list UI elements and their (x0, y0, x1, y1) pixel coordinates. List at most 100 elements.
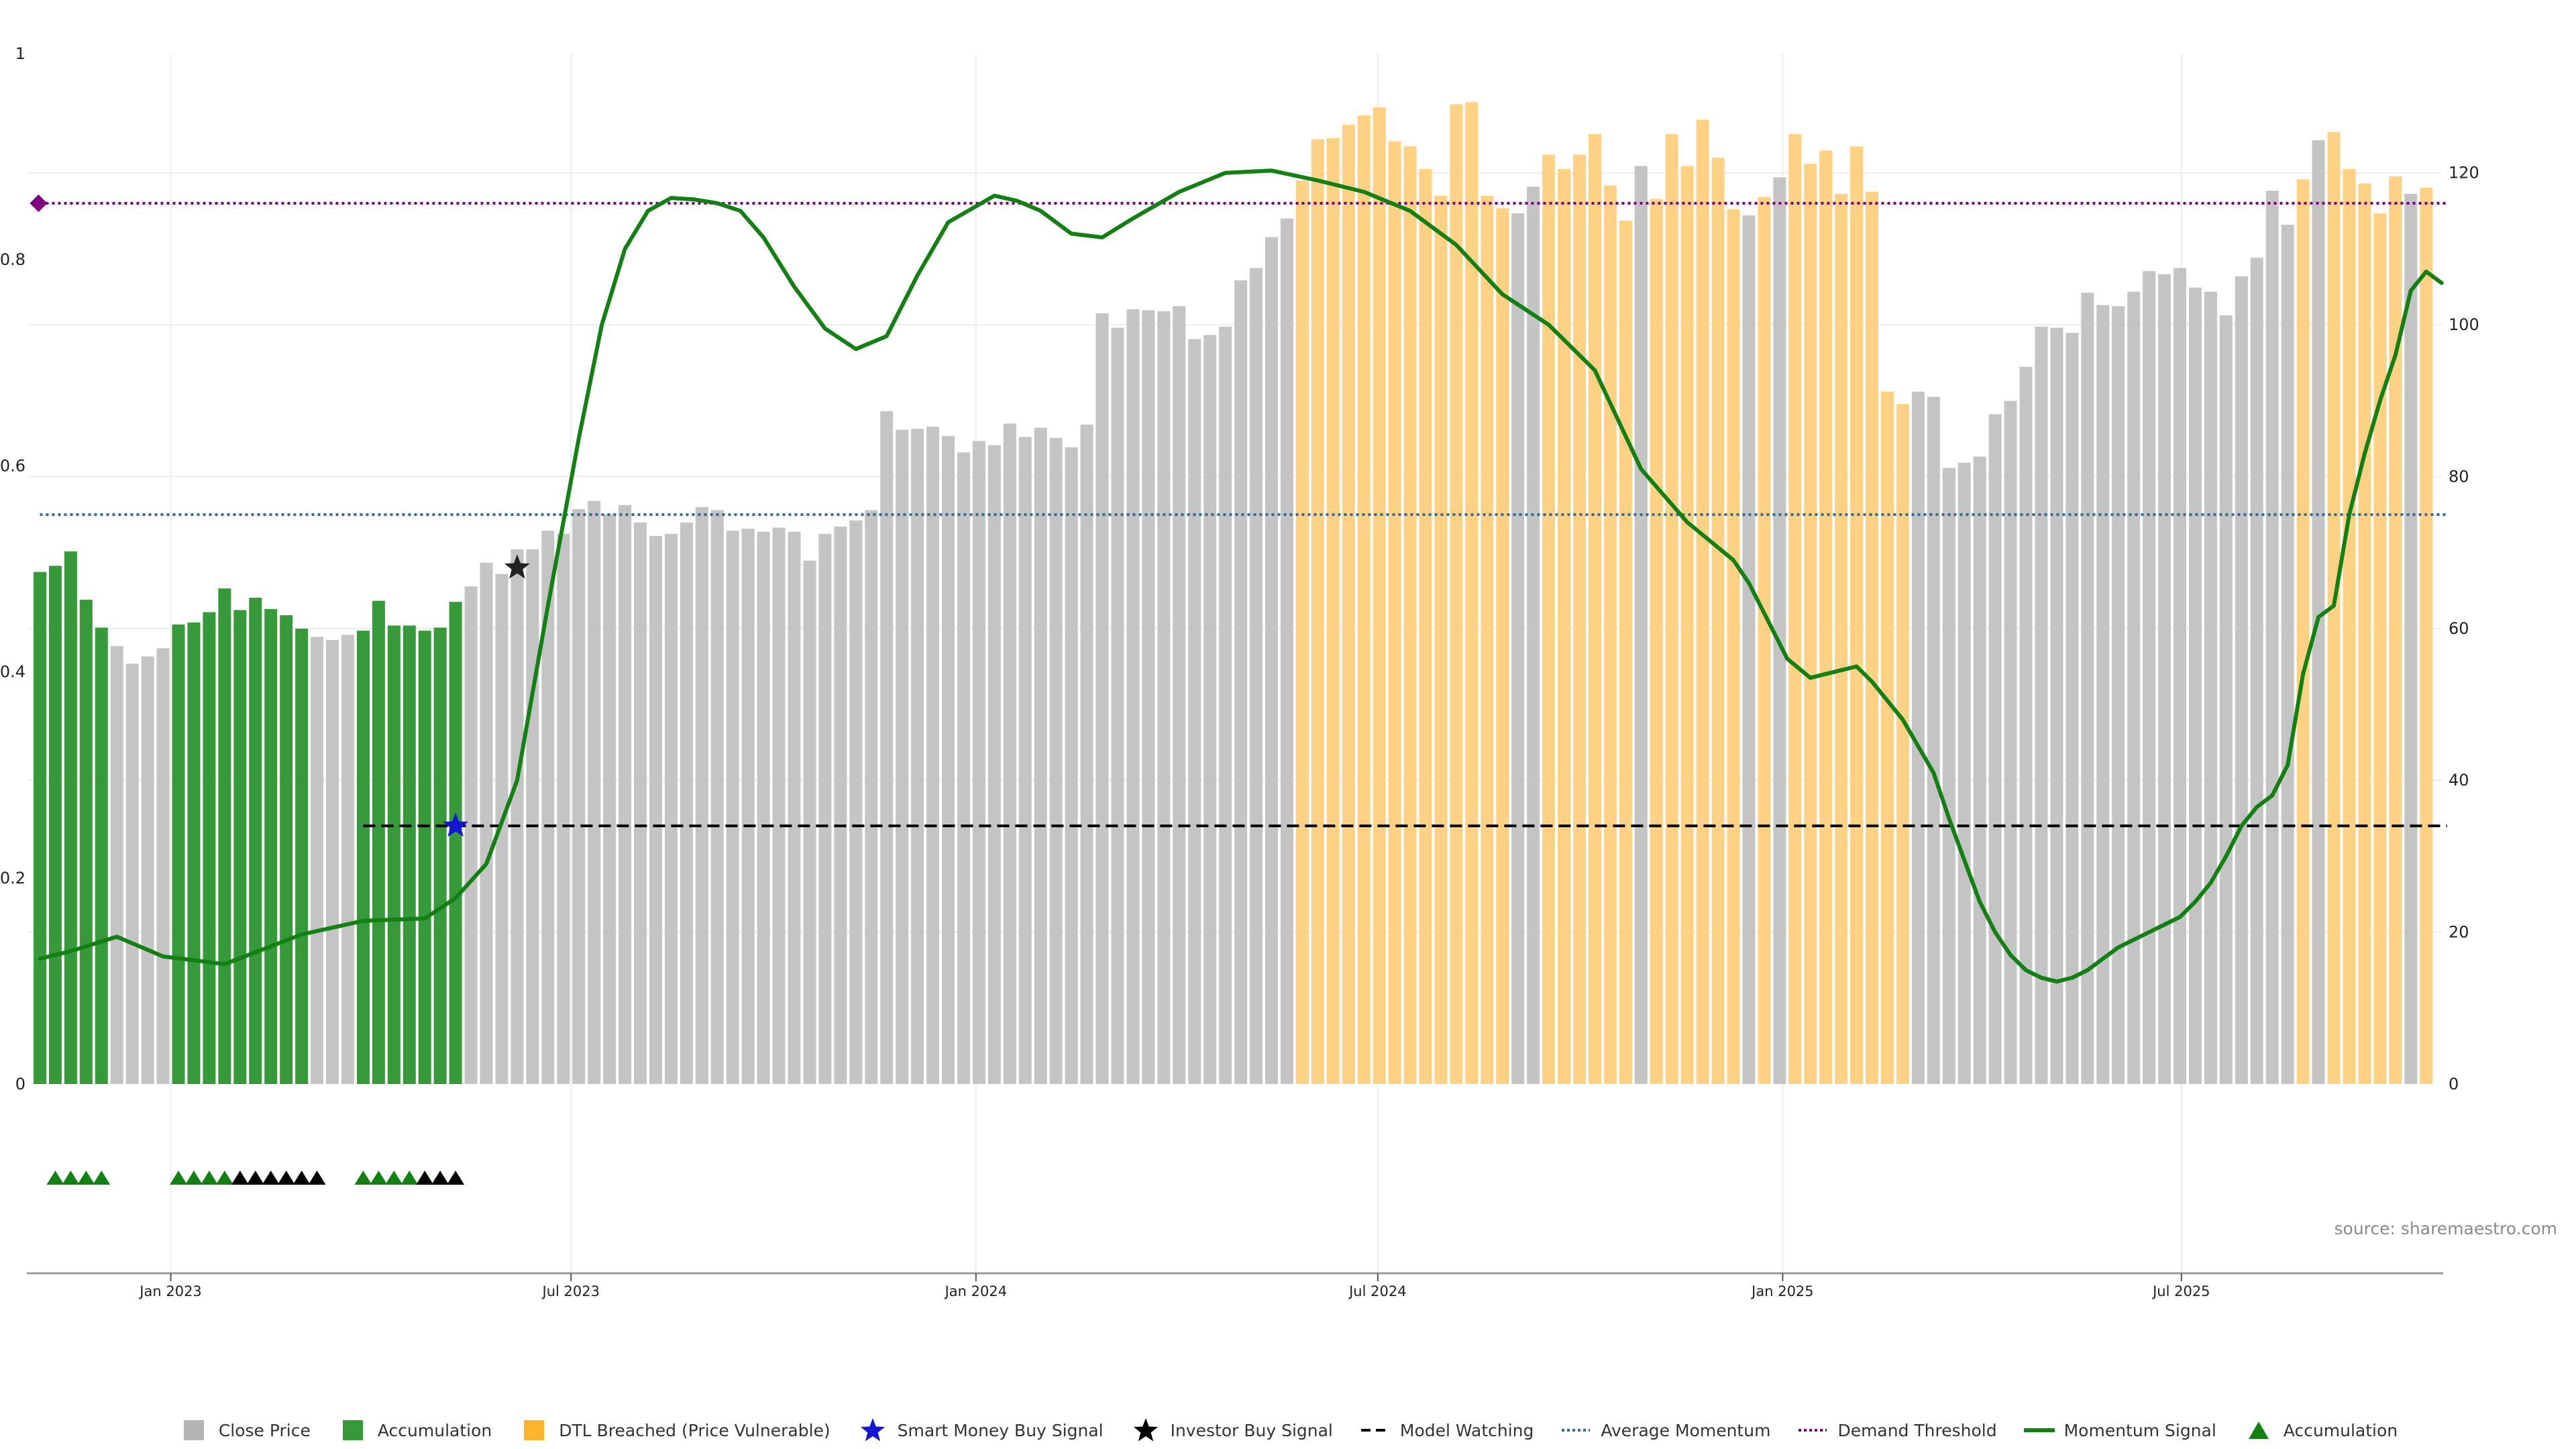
accumulation-marker (231, 1171, 249, 1185)
left-axis-tick-label: 1 (15, 44, 25, 63)
source-label: source: sharemaestro.com (2334, 1219, 2558, 1238)
legend-item: Close Price (178, 1417, 311, 1444)
bar (203, 612, 216, 1084)
accumulation-marker (354, 1171, 372, 1185)
accumulation-marker (431, 1171, 449, 1185)
bar (1065, 447, 1078, 1084)
bar (1326, 138, 1340, 1084)
investor-buy-signal-star (504, 554, 530, 579)
accumulation-marker (215, 1171, 233, 1185)
legend-item: Demand Threshold (1797, 1417, 1997, 1444)
legend-label: Average Momentum (1601, 1420, 1771, 1440)
bar (464, 586, 478, 1084)
bar (2404, 193, 2418, 1084)
bar (1250, 268, 1263, 1084)
bar (48, 566, 62, 1084)
bar (2296, 179, 2310, 1085)
bar (141, 656, 154, 1084)
bar (695, 506, 708, 1084)
bar (1527, 186, 1540, 1084)
bar (788, 531, 801, 1084)
accumulation-marker (262, 1171, 280, 1185)
bar (2373, 213, 2387, 1085)
bar (726, 531, 739, 1084)
bar (2250, 258, 2263, 1085)
bar (495, 574, 508, 1084)
bar (1157, 311, 1171, 1084)
right-axis-tick-label: 20 (2449, 923, 2469, 942)
bar (2127, 291, 2141, 1084)
accumulation-marker (184, 1171, 203, 1185)
bar (1496, 208, 1509, 1084)
bar (603, 514, 616, 1084)
triangle-icon (2248, 1421, 2269, 1439)
bar (2081, 292, 2094, 1084)
accumulation-marker (385, 1171, 403, 1185)
bar (865, 510, 878, 1084)
star-icon (1133, 1418, 1158, 1442)
accumulation-marker (62, 1171, 80, 1185)
momentum-signal-line (38, 168, 2444, 984)
bar (1572, 154, 1586, 1085)
bar (2035, 327, 2048, 1084)
bar (125, 663, 139, 1084)
accumulation-marker (400, 1171, 419, 1185)
bar (95, 627, 108, 1084)
bar (772, 527, 786, 1084)
bar (1481, 195, 1494, 1084)
bar (433, 627, 447, 1084)
bar (1126, 309, 1140, 1085)
bar (418, 631, 431, 1084)
bar (1558, 169, 1571, 1085)
bar (1973, 456, 1986, 1084)
legend-item: Accumulation (2243, 1417, 2398, 1444)
bar (326, 639, 339, 1084)
bar (1173, 306, 1186, 1084)
bar (1450, 104, 1463, 1084)
demand-threshold-marker (30, 194, 48, 212)
bar (1388, 141, 1401, 1084)
bar (942, 435, 955, 1084)
bar (2420, 187, 2433, 1085)
bar (311, 637, 324, 1084)
bar (572, 508, 586, 1084)
square-swatch-icon (524, 1420, 545, 1440)
accumulation-marker (200, 1171, 218, 1185)
bar (849, 520, 863, 1084)
legend-label: Model Watching (1399, 1420, 1534, 1440)
bar (2389, 176, 2402, 1085)
bar (1850, 146, 1864, 1085)
bar (1880, 391, 1894, 1084)
bar (33, 572, 46, 1084)
accumulation-marker (46, 1171, 64, 1185)
bar (1896, 404, 1909, 1084)
left-axis-tick-label: 0 (15, 1075, 25, 1093)
legend-label: Demand Threshold (1837, 1420, 1997, 1440)
bar (480, 562, 493, 1084)
buy-signals (443, 554, 530, 837)
bars (33, 102, 2433, 1085)
bar (187, 622, 201, 1084)
bar (372, 600, 385, 1084)
star-icon (860, 1418, 885, 1442)
bar (1680, 166, 1694, 1085)
bar (1696, 119, 1709, 1085)
bar (926, 427, 940, 1084)
bar (387, 625, 400, 1084)
bar (2265, 191, 2279, 1085)
reference-lines (30, 194, 2447, 828)
legend-item: Momentum Signal (2023, 1417, 2216, 1444)
bar (402, 625, 416, 1084)
accumulation-markers (46, 1171, 465, 1185)
bar (2235, 276, 2248, 1084)
bar (1403, 146, 1417, 1085)
bar (79, 600, 93, 1084)
bar (1095, 313, 1109, 1084)
square-swatch-icon (183, 1420, 204, 1440)
bar (741, 529, 755, 1084)
accumulation-marker (308, 1171, 326, 1185)
bar (2112, 306, 2125, 1084)
legend-item: Investor Buy Signal (1130, 1417, 1333, 1444)
solid-line-icon (2023, 1428, 2055, 1432)
square-swatch-icon (342, 1420, 363, 1440)
